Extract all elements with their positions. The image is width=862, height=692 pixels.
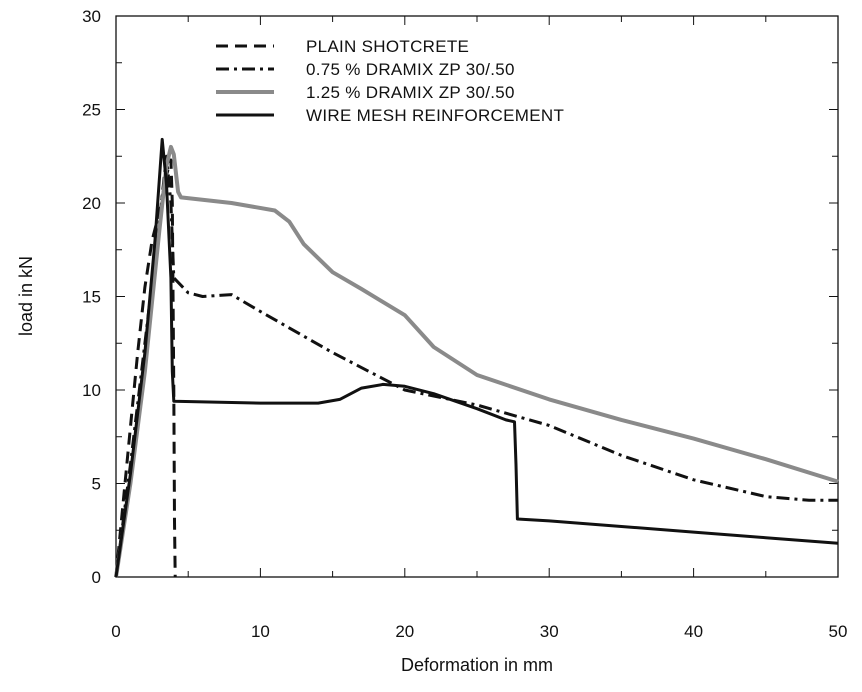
y-tick-label: 15 xyxy=(82,288,101,307)
series-lines xyxy=(114,137,839,578)
axis-ticks xyxy=(115,15,839,578)
y-tick-label: 10 xyxy=(82,381,101,400)
legend-label-2: 1.25 % DRAMIX ZP 30/.50 xyxy=(306,83,515,102)
y-tick-label: 20 xyxy=(82,194,101,213)
series-line-1 xyxy=(114,154,838,578)
x-tick-label: 30 xyxy=(540,622,559,641)
y-axis-label: load in kN xyxy=(16,256,36,336)
legend-label-3: WIRE MESH REINFORCEMENT xyxy=(306,106,564,125)
x-tick-label: 0 xyxy=(111,622,120,641)
y-tick-label: 0 xyxy=(92,568,101,587)
legend: PLAIN SHOTCRETE 0.75 % DRAMIX ZP 30/.50 1.… xyxy=(216,37,564,125)
x-tick-label: 10 xyxy=(251,622,270,641)
y-tick-label: 25 xyxy=(82,101,101,120)
y-tick-label: 30 xyxy=(82,7,101,26)
y-tick-label: 5 xyxy=(92,475,101,494)
x-tick-label: 20 xyxy=(395,622,414,641)
x-axis-label: Deformation in mm xyxy=(401,655,553,675)
x-tick-label: 50 xyxy=(829,622,848,641)
legend-label-1: 0.75 % DRAMIX ZP 30/.50 xyxy=(306,60,515,79)
series-line-3 xyxy=(114,137,839,578)
x-tick-label: 40 xyxy=(684,622,703,641)
axis-tick-labels: 0 10 20 30 40 50 0 5 10 15 20 25 30 xyxy=(82,7,847,641)
series-line-2 xyxy=(114,144,839,578)
legend-label-0: PLAIN SHOTCRETE xyxy=(306,37,469,56)
